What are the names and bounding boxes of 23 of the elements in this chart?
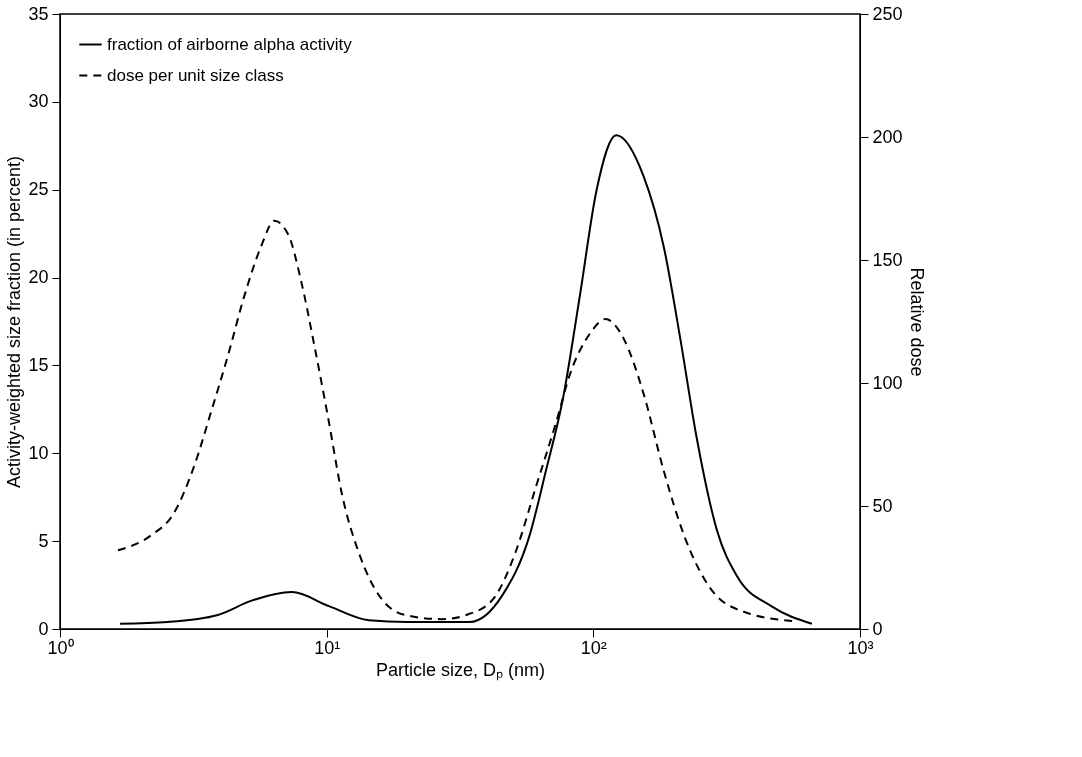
x-tick-label: 10⁰ [47,637,74,658]
y2-tick-label: 250 [872,3,903,24]
x-axis-title: Particle size, Dₚ (nm) [375,659,546,681]
x-tick-label: 10³ [847,637,874,658]
y2-tick-label: 200 [872,126,903,147]
x-tick-label: 10¹ [314,637,341,658]
y-tick-label: 15 [28,354,49,375]
legend-label: fraction of airborne alpha activity [107,34,353,54]
y-tick-label: 20 [28,267,49,288]
y-axis-title: Activity-weighted size fraction (in percent) [4,155,25,489]
x-tick-label: 10² [580,637,607,658]
y-tick-label: 0 [38,618,49,639]
y2-tick-label: 0 [872,618,883,639]
legend-label: dose per unit size class [107,65,284,85]
y-tick-label: 5 [38,530,49,551]
y-tick-label: 30 [28,91,49,112]
y2-axis-title: Relative dose [906,267,927,377]
y2-tick-label: 100 [872,372,903,393]
y-tick-label: 10 [28,442,49,463]
y-tick-label: 25 [28,179,49,200]
y2-tick-label: 150 [872,249,903,270]
y2-tick-label: 50 [872,495,893,516]
y-tick-label: 35 [28,3,49,24]
